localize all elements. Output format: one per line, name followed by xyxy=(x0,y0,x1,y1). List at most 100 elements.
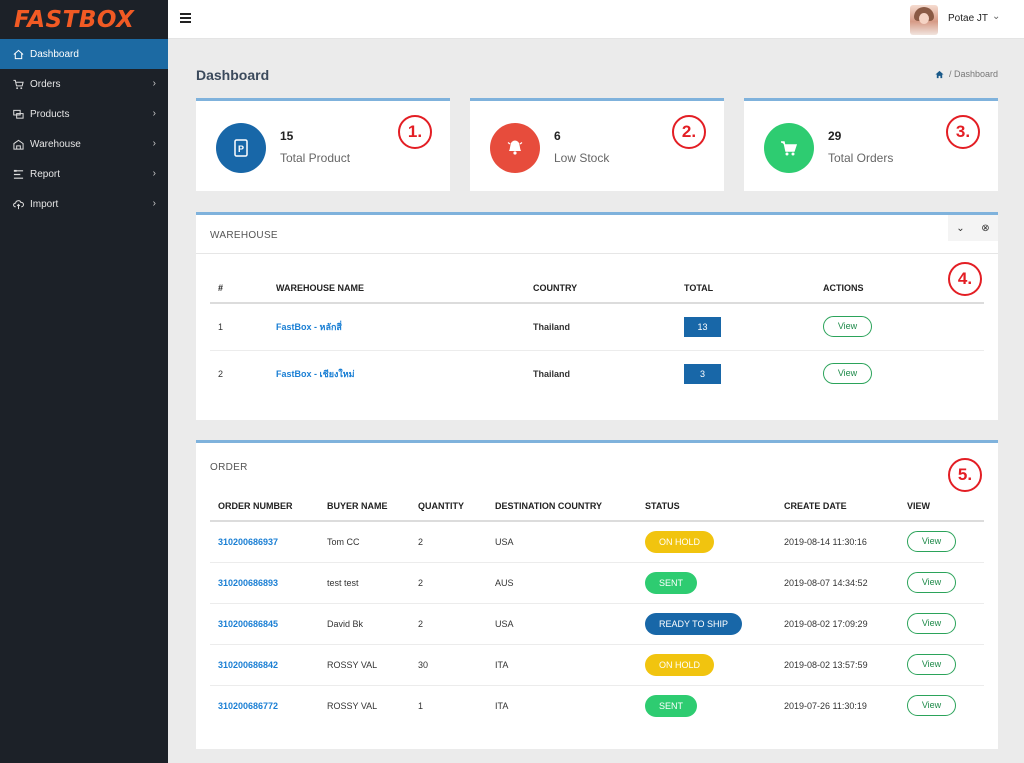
quantity: 2 xyxy=(410,603,487,645)
order-number-link[interactable]: 310200686893 xyxy=(210,562,319,604)
column-header: BUYER NAME xyxy=(319,491,410,522)
top-header: Potae JT ⌄ xyxy=(168,0,1024,39)
view-button[interactable]: View xyxy=(907,531,956,553)
view-button[interactable]: View xyxy=(907,695,956,717)
destination-country: USA xyxy=(487,521,637,563)
collapse-icon[interactable]: ⌄ xyxy=(956,222,965,234)
order-number-link[interactable]: 310200686772 xyxy=(218,700,279,711)
panel-tools: ⌄ ⊗ xyxy=(948,215,998,241)
order-table: ORDER NUMBER BUYER NAME QUANTITY DESTINA… xyxy=(210,491,984,726)
stat-label: Total Orders xyxy=(828,151,894,165)
sidebar-item-label: Report xyxy=(30,168,61,180)
sidebar-nav: Dashboard Orders › Products › Warehouse … xyxy=(0,39,168,219)
quantity: 2 xyxy=(410,521,487,563)
row-number: 1 xyxy=(210,303,268,351)
column-header: COUNTRY xyxy=(525,273,676,304)
sidebar-item-label: Import xyxy=(30,198,59,210)
stat-card-total-product: P 15 Total Product 1. xyxy=(196,98,450,191)
chevron-right-icon: › xyxy=(152,198,156,209)
cart-icon xyxy=(781,141,798,156)
status-badge: ON HOLD xyxy=(645,530,715,553)
warehouse-table: # WAREHOUSE NAME COUNTRY TOTAL ACTIONS 1… xyxy=(210,273,984,397)
quantity: 1 xyxy=(418,700,424,711)
warehouse-country: Thailand xyxy=(533,368,571,379)
user-name[interactable]: Potae JT xyxy=(948,13,989,24)
sidebar-item-import[interactable]: Import › xyxy=(0,189,168,219)
table-row: 310200686893 test test 2 AUS SENT 2019-08-07 … xyxy=(210,562,984,604)
view-button[interactable]: View xyxy=(907,654,956,675)
chevron-down-icon[interactable]: ⌄ xyxy=(992,11,1001,22)
warehouse-name-link[interactable]: FastBox - หลักสี่ xyxy=(268,303,525,351)
products-icon xyxy=(12,108,24,120)
view-button[interactable]: View xyxy=(907,613,956,634)
stat-circle xyxy=(490,123,540,173)
stat-card-low-stock: 6 Low Stock 2. xyxy=(470,98,724,191)
avatar[interactable] xyxy=(910,5,938,35)
step-marker: 1. xyxy=(398,115,432,149)
total-badge: 3 xyxy=(684,363,721,384)
destination-country: ITA xyxy=(487,644,637,686)
sidebar-item-orders[interactable]: Orders › xyxy=(0,69,168,99)
table-row: 2 FastBox - เชียงใหม่ Thailand 3 View xyxy=(210,350,984,397)
stat-card-total-orders: 29 Total Orders 3. xyxy=(744,98,998,191)
panel-title: ORDER xyxy=(210,462,248,473)
order-number-link[interactable]: 310200686845 xyxy=(210,603,319,645)
status-badge: SENT xyxy=(645,571,698,594)
create-date: 2019-08-07 14:34:52 xyxy=(776,562,899,604)
status-badge: SENT xyxy=(645,694,698,717)
destination-country: AUS xyxy=(487,562,637,604)
column-header: ACTIONS xyxy=(815,273,984,304)
buyer-name: ROSSY VAL xyxy=(327,700,378,711)
sidebar-item-label: Orders xyxy=(30,78,61,90)
stat-circle: P xyxy=(216,123,266,173)
table-row: 310200686845 David Bk 2 USA READY TO SHIP 201… xyxy=(210,603,984,645)
total-badge: 13 xyxy=(684,316,721,337)
destination-country: USA xyxy=(487,603,637,645)
svg-text:P: P xyxy=(238,144,244,154)
warehouse-name-link[interactable]: FastBox - เชียงใหม่ xyxy=(276,368,355,379)
sidebar-item-label: Dashboard xyxy=(30,48,79,60)
brand-logo[interactable]: FASTBOX xyxy=(0,0,168,39)
close-icon[interactable]: ⊗ xyxy=(981,222,990,234)
column-header: DESTINATION COUNTRY xyxy=(487,491,637,522)
buyer-name: David Bk xyxy=(319,603,410,645)
column-header: WAREHOUSE NAME xyxy=(268,273,525,304)
view-button[interactable]: View xyxy=(907,572,956,593)
column-header: # xyxy=(210,273,268,304)
create-date: 2019-08-02 17:09:29 xyxy=(776,603,899,645)
view-button[interactable]: View xyxy=(823,316,872,338)
sidebar-item-dashboard[interactable]: Dashboard xyxy=(0,39,168,69)
stat-label: Low Stock xyxy=(554,151,610,165)
sidebar: FASTBOX Dashboard Orders › Products › Wa… xyxy=(0,0,168,763)
sidebar-item-products[interactable]: Products › xyxy=(0,99,168,129)
create-date: 2019-08-14 11:30:16 xyxy=(776,521,899,563)
home-icon xyxy=(12,48,24,60)
panel-title: WAREHOUSE xyxy=(210,230,278,241)
quantity: 2 xyxy=(410,562,487,604)
order-number-link[interactable]: 310200686842 xyxy=(210,644,319,686)
cart-icon xyxy=(12,78,24,90)
step-marker: 5. xyxy=(948,458,982,492)
buyer-name: Tom CC xyxy=(319,521,410,563)
page-title: Dashboard xyxy=(196,67,270,83)
cloud-upload-icon xyxy=(12,198,24,210)
stat-value: 6 xyxy=(554,129,561,143)
menu-toggle-icon[interactable] xyxy=(180,13,191,23)
table-row: 310200686937 Tom CC 2 USA ON HOLD 2019-08-14 … xyxy=(210,521,984,563)
home-icon[interactable] xyxy=(935,70,944,79)
warehouse-icon xyxy=(12,138,24,150)
stat-value: 29 xyxy=(828,129,842,143)
sidebar-item-report[interactable]: Report › xyxy=(0,159,168,189)
table-row: 310200686772 ROSSY VAL 1 ITA SENT 2019-07-26 … xyxy=(210,685,984,726)
report-icon xyxy=(12,168,24,180)
view-button[interactable]: View xyxy=(823,363,872,385)
column-header: ORDER NUMBER xyxy=(210,491,319,522)
chevron-right-icon: › xyxy=(152,138,156,149)
sidebar-item-warehouse[interactable]: Warehouse › xyxy=(0,129,168,159)
sidebar-item-label: Products xyxy=(30,108,70,120)
status-badge: READY TO SHIP xyxy=(645,612,743,635)
step-marker: 3. xyxy=(946,115,980,149)
order-number-link[interactable]: 310200686937 xyxy=(210,521,319,563)
create-date: 2019-08-02 13:57:59 xyxy=(776,644,899,686)
quantity: 30 xyxy=(410,644,487,686)
